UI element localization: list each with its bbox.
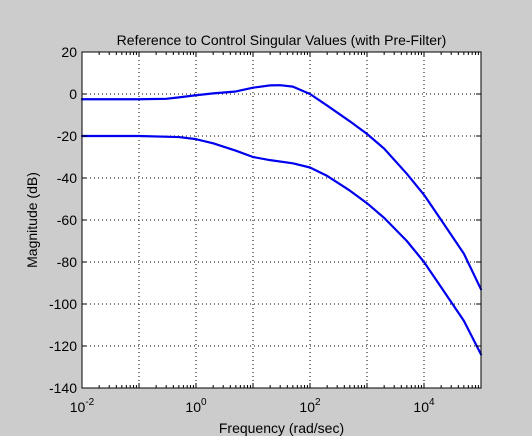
x-tick-exponent: 2	[315, 397, 321, 408]
x-axis-label: Frequency (rad/sec)	[219, 420, 344, 436]
y-tick-label: -60	[57, 212, 77, 228]
grid-lines	[82, 52, 481, 388]
y-tick-label: -120	[49, 338, 77, 354]
x-tick-exponent: -2	[85, 397, 94, 408]
y-axis-label: Magnitude (dB)	[24, 172, 40, 268]
x-tick-label: 10-2	[70, 397, 95, 415]
x-tick-label: 100	[185, 397, 207, 415]
y-tick-label: 0	[69, 86, 77, 102]
x-tick-base: 10	[185, 399, 201, 415]
plot-area	[82, 52, 481, 388]
x-tick-base: 10	[299, 399, 315, 415]
x-tick-base: 10	[70, 399, 86, 415]
x-tick-labels: 10-2 100 102 104	[70, 397, 435, 415]
x-tick-base: 10	[413, 399, 429, 415]
y-tick-labels: 20 0 -20 -40 -60 -80 -100 -120 -140	[49, 44, 77, 396]
x-tick-exponent: 4	[429, 397, 435, 408]
x-tick-exponent: 0	[201, 397, 207, 408]
y-tick-label: -80	[57, 254, 77, 270]
y-tick-label: 20	[61, 44, 77, 60]
series-line-1	[80, 84, 483, 291]
y-tick-label: -140	[49, 380, 77, 396]
x-tick-label: 104	[413, 397, 435, 415]
series-line-2	[80, 134, 483, 356]
series-lines	[80, 84, 483, 356]
y-tick-label: -20	[57, 128, 77, 144]
y-tick-label: -40	[57, 170, 77, 186]
x-tick-label: 102	[299, 397, 321, 415]
y-tick-label: -100	[49, 296, 77, 312]
chart-title: Reference to Control Singular Values (wi…	[117, 32, 447, 48]
tick-marks	[81, 51, 482, 389]
